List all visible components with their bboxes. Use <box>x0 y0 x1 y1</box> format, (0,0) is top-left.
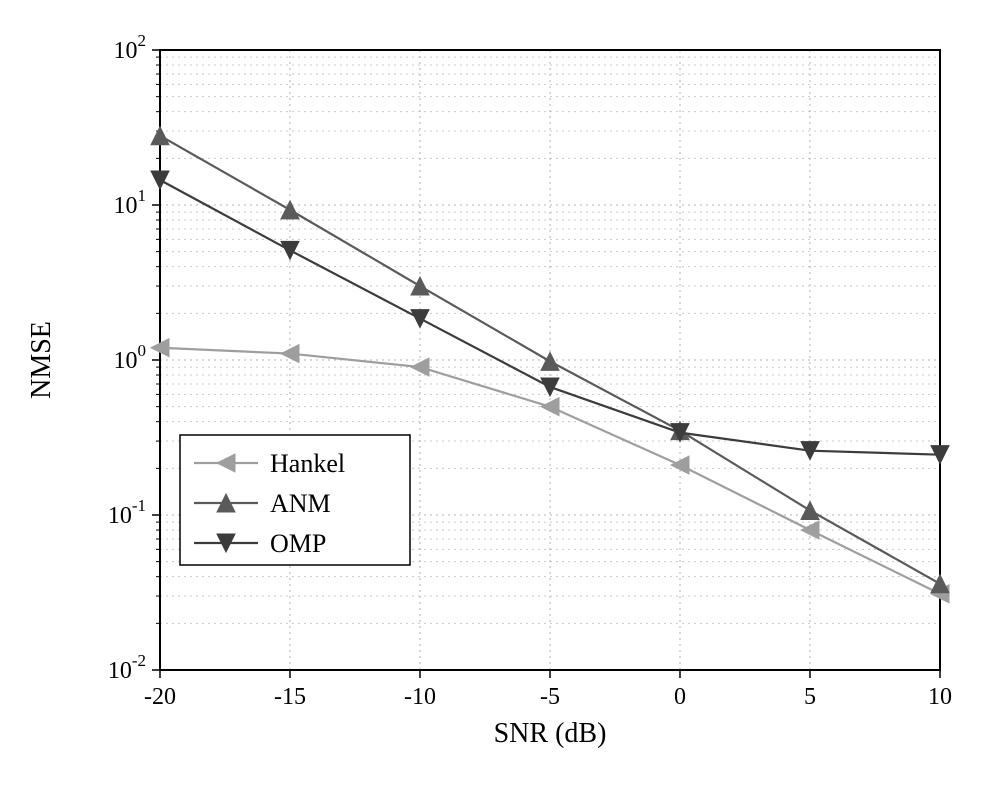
x-tick-label: 10 <box>928 684 952 710</box>
legend-label: OMP <box>270 529 326 558</box>
x-tick-label: -5 <box>540 684 560 710</box>
x-tick-label: -15 <box>274 684 306 710</box>
y-tick-label: 102 <box>114 31 147 64</box>
x-tick-label: -20 <box>144 684 176 710</box>
legend-label: ANM <box>270 489 331 518</box>
nmse-vs-snr-chart: -20 -15 -10 -5 0 5 10 10-2 10-1 100 101 102 SNR (dB)… <box>0 0 1000 788</box>
x-tick-label: -10 <box>404 684 436 710</box>
y-tick-label: 100 <box>114 341 147 374</box>
x-tick-label: 5 <box>804 684 816 710</box>
y-axis-label: NMSE <box>26 321 57 399</box>
y-tick-label: 10-2 <box>108 651 146 684</box>
y-tick-label: 101 <box>114 186 147 219</box>
legend-label: Hankel <box>270 449 345 478</box>
x-axis-label: SNR (dB) <box>494 718 607 749</box>
y-tick-label: 10-1 <box>108 496 146 529</box>
x-tick-label: 0 <box>674 684 686 710</box>
